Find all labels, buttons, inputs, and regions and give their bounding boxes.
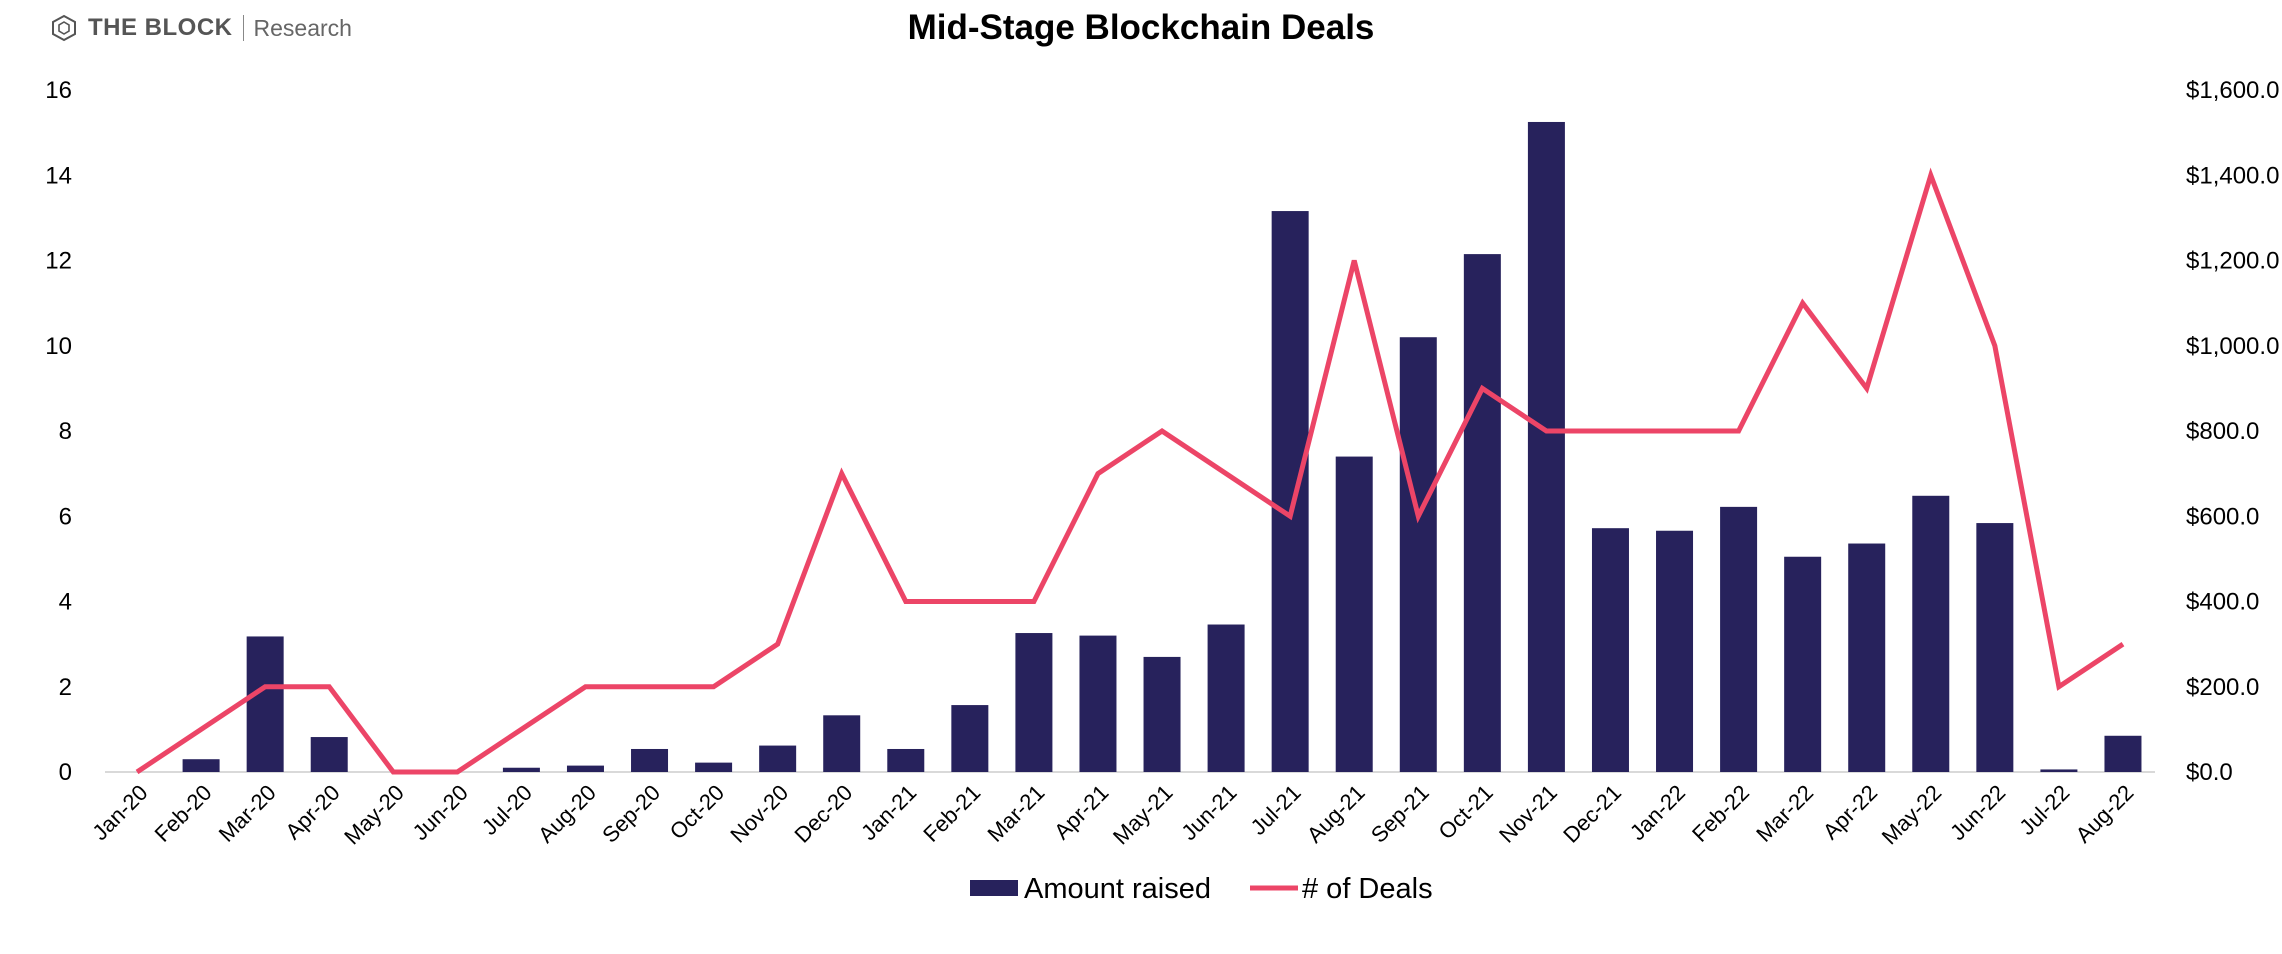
legend: Amount raised # of Deals xyxy=(970,873,1433,905)
x-tick-label: Dec-20 xyxy=(789,780,857,848)
x-tick-label: May-22 xyxy=(1877,780,1947,850)
x-tick-label: Feb-21 xyxy=(918,780,985,847)
bar xyxy=(1784,556,1822,772)
brand-subtitle: Research xyxy=(253,14,352,41)
x-tick-label: Nov-20 xyxy=(725,780,793,848)
x-tick-label: May-21 xyxy=(1108,780,1178,850)
x-tick-label: Jun-22 xyxy=(1945,780,2010,845)
x-tick-label: Aug-22 xyxy=(2071,780,2139,848)
x-tick-label: Sep-20 xyxy=(597,780,665,848)
right-tick-label: $600.0 xyxy=(2186,503,2259,530)
left-tick-label: 12 xyxy=(45,248,72,275)
x-tick-label: Jan-20 xyxy=(87,780,152,845)
brand-name: THE BLOCK xyxy=(88,14,233,41)
bar xyxy=(246,636,284,772)
x-tick-label: Feb-22 xyxy=(1687,780,1754,847)
x-tick-label: Apr-21 xyxy=(1049,780,1113,844)
left-tick-label: 14 xyxy=(45,162,72,189)
bar xyxy=(1207,624,1245,772)
bar xyxy=(695,762,733,772)
bar xyxy=(566,765,604,772)
bar xyxy=(502,767,540,772)
bar xyxy=(1143,656,1181,772)
left-tick-label: 10 xyxy=(45,333,72,360)
cube-logo-icon xyxy=(52,14,76,42)
x-tick-label: May-20 xyxy=(339,780,409,850)
left-tick-label: 0 xyxy=(59,759,72,786)
right-tick-label: $200.0 xyxy=(2186,674,2259,701)
bar-series xyxy=(182,121,2142,772)
brand-divider xyxy=(242,15,244,41)
bar xyxy=(1591,528,1629,772)
left-axis: 0 2 4 6 8 10 12 14 16 xyxy=(45,77,72,786)
bar xyxy=(1079,635,1117,772)
right-tick-label: $800.0 xyxy=(2186,418,2259,445)
x-tick-label: Nov-21 xyxy=(1494,780,1562,848)
right-tick-label: $1,000.0 xyxy=(2186,333,2279,360)
left-tick-label: 16 xyxy=(45,77,72,104)
bar xyxy=(1015,633,1053,772)
right-tick-label: $1,400.0 xyxy=(2186,162,2279,189)
chart-title: Mid-Stage Blockchain Deals xyxy=(907,8,1375,47)
legend-label: # of Deals xyxy=(1302,873,1433,905)
legend-label: Amount raised xyxy=(1024,873,1211,905)
deals-line xyxy=(135,167,2125,775)
bar xyxy=(1848,543,1886,772)
right-axis: $0.0 $200.0 $400.0 $600.0 $800.0 $1,000.0 $1,2… xyxy=(2186,77,2279,786)
x-tick-label: Sep-21 xyxy=(1366,780,1434,848)
x-tick-label: Jan-22 xyxy=(1625,780,1690,845)
x-tick-label: Jun-21 xyxy=(1176,780,1241,845)
bar xyxy=(1720,506,1758,772)
bar xyxy=(1976,523,2014,772)
bar xyxy=(2040,769,2078,772)
bar xyxy=(951,705,989,772)
x-tick-label: Aug-21 xyxy=(1302,780,1370,848)
bar xyxy=(1656,530,1694,772)
bar xyxy=(2104,735,2142,772)
x-tick-label: Mar-22 xyxy=(1751,780,1818,847)
bar xyxy=(182,759,220,772)
x-tick-label: Jan-21 xyxy=(856,780,921,845)
bar xyxy=(1335,456,1373,772)
right-tick-label: $0.0 xyxy=(2186,759,2233,786)
right-tick-label: $1,200.0 xyxy=(2186,248,2279,275)
bar xyxy=(759,745,797,772)
x-tick-label: Jun-20 xyxy=(408,780,473,845)
left-tick-label: 4 xyxy=(59,589,72,616)
brand-logo: THE BLOCK Research xyxy=(50,14,352,42)
x-tick-label: Feb-20 xyxy=(150,780,217,847)
bar xyxy=(1399,337,1437,772)
bar xyxy=(1912,495,1950,772)
x-tick-label: Jul-22 xyxy=(2014,780,2074,840)
x-tick-label: Apr-22 xyxy=(1818,780,1882,844)
right-tick-label: $400.0 xyxy=(2186,589,2259,616)
bar xyxy=(631,748,669,772)
bar xyxy=(823,715,861,772)
x-tick-label: Oct-20 xyxy=(665,780,729,844)
x-tick-label: Jul-21 xyxy=(1246,780,1306,840)
x-tick-label: Dec-21 xyxy=(1558,780,1626,848)
right-tick-label: $1,600.0 xyxy=(2186,77,2279,104)
bar xyxy=(1463,254,1501,772)
left-tick-label: 8 xyxy=(59,418,72,445)
x-tick-label: Mar-21 xyxy=(982,780,1049,847)
x-tick-label: Apr-20 xyxy=(280,780,344,844)
bar xyxy=(1271,211,1309,772)
left-tick-label: 6 xyxy=(59,503,72,530)
left-tick-label: 2 xyxy=(59,674,72,701)
bar xyxy=(310,737,348,772)
x-tick-label: Mar-20 xyxy=(214,780,281,847)
x-tick-label: Aug-20 xyxy=(533,780,601,848)
legend-bar-swatch xyxy=(970,880,1018,896)
line-series xyxy=(135,167,2125,775)
bar xyxy=(887,748,925,772)
x-tick-label: Oct-21 xyxy=(1434,780,1498,844)
bar xyxy=(1527,121,1565,772)
x-tick-label: Jul-20 xyxy=(477,780,537,840)
